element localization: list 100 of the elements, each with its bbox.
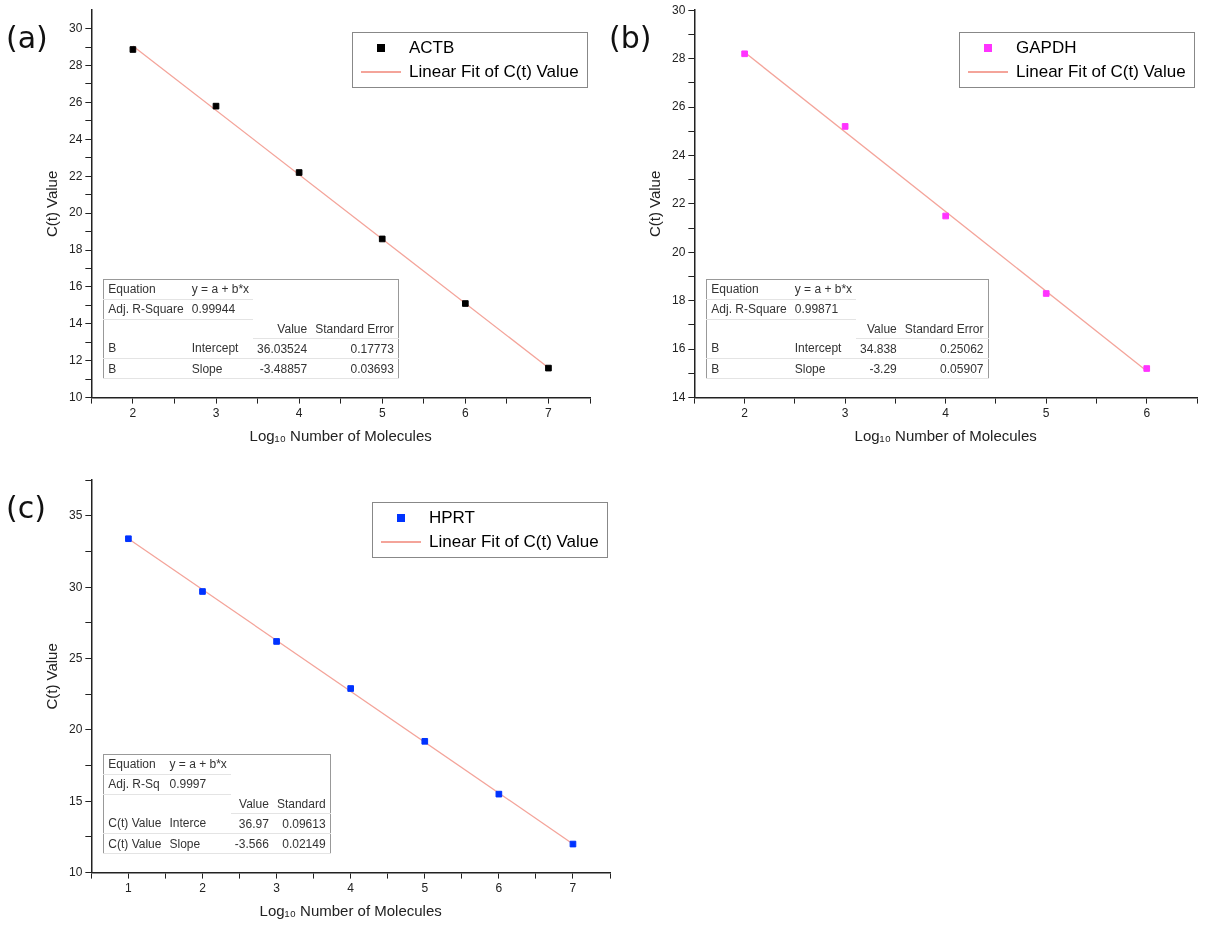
y-tick-label: 18 <box>671 293 686 308</box>
annotation: y = a + b*x <box>165 754 231 775</box>
annotation: C(t) Value <box>103 833 166 854</box>
annotation: Equation <box>706 279 791 300</box>
x-tick-label: 4 <box>295 406 303 421</box>
legend-label: HPRT <box>429 508 475 529</box>
annotation: 0.09613 <box>272 813 331 834</box>
annotation: Equation <box>103 279 188 300</box>
annotation: 36.03524 <box>253 338 312 359</box>
annotation: Adj. R-Sq <box>103 774 166 795</box>
x-tick-label: 4 <box>347 881 355 896</box>
y-tick-label: 30 <box>671 2 686 17</box>
annotation: -3.48857 <box>253 358 312 379</box>
x-tick-label: 2 <box>199 881 207 896</box>
y-axis-title: C(t) Value <box>43 643 61 710</box>
y-tick-label: 14 <box>68 316 83 331</box>
x-tick-label: 3 <box>273 881 281 896</box>
y-tick-label: 24 <box>671 147 686 162</box>
chart-title: (c) <box>6 490 46 525</box>
x-tick-label: 5 <box>1042 406 1050 421</box>
annotation: 0.25062 <box>900 338 988 359</box>
y-axis-title: C(t) Value <box>43 170 61 238</box>
annotation: B <box>103 358 188 379</box>
x-tick-label: 2 <box>741 406 749 421</box>
y-tick-label: 20 <box>68 722 83 737</box>
annotation: Slope <box>165 833 231 854</box>
y-tick-label: 16 <box>68 279 83 294</box>
annotation: B <box>706 338 791 359</box>
y-tick-label: 30 <box>68 20 83 35</box>
y-tick-label: 22 <box>671 196 686 211</box>
annotation: 0.03693 <box>311 358 399 379</box>
x-tick-label: 5 <box>378 406 386 421</box>
annotation: -3.566 <box>230 833 273 854</box>
x-tick-label: 3 <box>212 406 220 421</box>
annotation: Intercept <box>187 338 254 359</box>
x-tick-label: 7 <box>569 881 577 896</box>
x-tick-label: 6 <box>1143 406 1151 421</box>
annotation: 36.97 <box>230 813 273 834</box>
y-tick-label: 18 <box>68 242 83 257</box>
annotation: Intercept <box>790 338 857 359</box>
annotation: y = a + b*x <box>790 279 857 300</box>
y-tick-label: 16 <box>671 341 686 356</box>
annotation: y = a + b*x <box>187 279 254 300</box>
y-axis-title: C(t) Value <box>646 170 664 238</box>
x-tick-label: 6 <box>495 881 503 896</box>
x-axis-title: Log₁₀ Number of Molecules <box>854 427 1037 445</box>
y-tick-label: 25 <box>68 650 83 665</box>
y-tick-label: 24 <box>68 131 83 146</box>
annotation: Interce <box>165 813 231 834</box>
annotation: Slope <box>187 358 254 379</box>
annotation: 0.05907 <box>900 358 988 379</box>
legend-label: ACTB <box>409 38 455 59</box>
y-tick-label: 26 <box>68 94 83 109</box>
y-tick-label: 28 <box>68 57 83 72</box>
x-tick-label: 5 <box>421 881 429 896</box>
annotation: C(t) Value <box>103 813 166 834</box>
x-tick-label: 6 <box>461 406 469 421</box>
y-tick-label: 10 <box>68 389 83 404</box>
x-tick-label: 4 <box>942 406 950 421</box>
y-tick-label: 28 <box>671 50 686 65</box>
x-tick-label: 2 <box>129 406 137 421</box>
annotation: 0.02149 <box>272 833 331 854</box>
annotation: 34.838 <box>856 338 901 359</box>
x-tick-label: 1 <box>125 881 133 896</box>
legend-label: Linear Fit of C(t) Value <box>1016 62 1186 83</box>
x-tick-label: 3 <box>841 406 849 421</box>
y-tick-label: 14 <box>671 389 686 404</box>
y-tick-label: 15 <box>68 793 83 808</box>
x-axis-title: Log₁₀ Number of Molecules <box>259 902 442 920</box>
annotation: 0.99944 <box>187 299 254 320</box>
y-tick-label: 20 <box>68 205 83 220</box>
y-tick-label: 22 <box>68 168 83 183</box>
x-axis-title: Log₁₀ Number of Molecules <box>249 427 432 445</box>
annotation: Adj. R-Square <box>103 299 188 320</box>
y-tick-label: 30 <box>68 579 83 594</box>
annotation: Value <box>856 319 901 339</box>
y-tick-label: 10 <box>68 864 83 879</box>
annotation: B <box>706 358 791 379</box>
legend-label: Linear Fit of C(t) Value <box>429 532 599 553</box>
y-tick-label: 26 <box>671 99 686 114</box>
chart-title: (b) <box>609 20 652 55</box>
annotation: Standard <box>272 794 331 814</box>
annotation: B <box>103 338 188 359</box>
annotation: Standard Error <box>311 319 399 339</box>
annotation: Value <box>230 794 273 814</box>
annotation: 0.9997 <box>165 774 231 795</box>
annotation: Equation <box>103 754 166 775</box>
x-tick-label: 7 <box>545 406 553 421</box>
y-tick-label: 12 <box>68 353 83 368</box>
annotation: -3.29 <box>856 358 901 379</box>
y-tick-label: 20 <box>671 244 686 259</box>
annotation: 0.17773 <box>311 338 399 359</box>
legend-label: GAPDH <box>1016 38 1077 59</box>
chart-title: (a) <box>6 20 48 55</box>
annotation: Value <box>253 319 312 339</box>
annotation: Slope <box>790 358 857 379</box>
annotation: Standard Error <box>900 319 988 339</box>
annotation: 0.99871 <box>790 299 857 320</box>
y-tick-label: 35 <box>68 508 83 523</box>
annotation: Adj. R-Square <box>706 299 791 320</box>
